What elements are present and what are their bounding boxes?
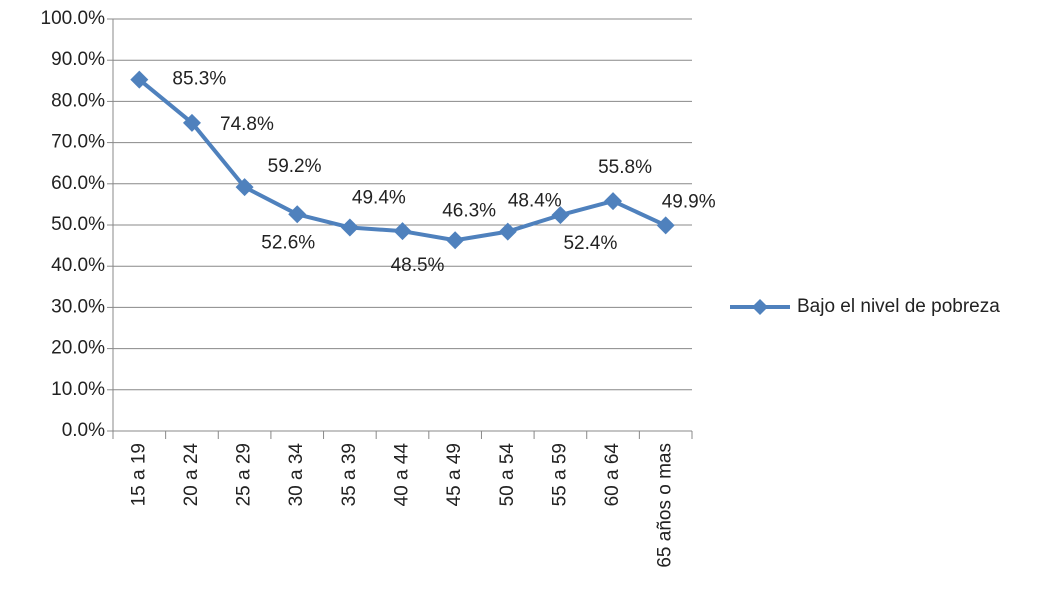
marker xyxy=(498,222,517,241)
marker xyxy=(393,222,412,241)
y-tick-label: 60.0% xyxy=(51,173,105,194)
legend-label: Bajo el nivel de pobreza xyxy=(797,296,1000,317)
data-label: 52.4% xyxy=(563,233,617,254)
data-label: 52.6% xyxy=(261,232,315,253)
marker xyxy=(604,192,623,211)
data-label: 46.3% xyxy=(442,200,496,221)
x-tick-label: 20 a 24 xyxy=(181,443,202,507)
series-line xyxy=(138,78,667,243)
data-label: 48.5% xyxy=(391,255,445,276)
data-label: 59.2% xyxy=(268,156,322,177)
y-tick-label: 30.0% xyxy=(51,296,105,317)
legend-marker xyxy=(752,299,768,315)
y-tick-label: 70.0% xyxy=(51,132,105,153)
marker xyxy=(551,206,570,225)
marker xyxy=(182,113,201,132)
y-tick-label: 100.0% xyxy=(41,8,106,29)
marker xyxy=(130,70,149,89)
x-tick-label: 55 a 59 xyxy=(549,443,570,506)
marker xyxy=(656,216,675,235)
x-tick-label: 65 años o mas xyxy=(655,443,676,568)
x-tick-label: 25 a 29 xyxy=(234,443,255,506)
data-label: 49.4% xyxy=(352,187,406,208)
data-label: 74.8% xyxy=(220,114,274,135)
x-tick-label: 60 a 64 xyxy=(602,443,623,507)
marker xyxy=(288,205,307,224)
x-tick-label: 40 a 44 xyxy=(392,443,413,507)
x-tick-label: 45 a 49 xyxy=(444,443,465,506)
data-label: 48.4% xyxy=(508,191,562,212)
y-tick-label: 10.0% xyxy=(51,379,105,400)
y-tick-label: 50.0% xyxy=(51,214,105,235)
x-tick-label: 35 a 39 xyxy=(339,443,360,506)
y-tick-label: 20.0% xyxy=(51,338,105,359)
x-tick-label: 50 a 54 xyxy=(497,443,518,507)
x-tick-label: 15 a 19 xyxy=(128,443,149,506)
data-label: 55.8% xyxy=(598,157,652,178)
y-tick-label: 90.0% xyxy=(51,49,105,70)
y-tick-label: 40.0% xyxy=(51,255,105,276)
marker xyxy=(340,218,359,237)
data-label: 49.9% xyxy=(662,191,716,212)
marker xyxy=(446,231,465,250)
x-tick-label: 30 a 34 xyxy=(286,443,307,507)
data-label: 85.3% xyxy=(172,69,226,90)
y-tick-label: 80.0% xyxy=(51,90,105,111)
marker xyxy=(235,178,254,197)
y-tick-label: 0.0% xyxy=(62,420,105,441)
